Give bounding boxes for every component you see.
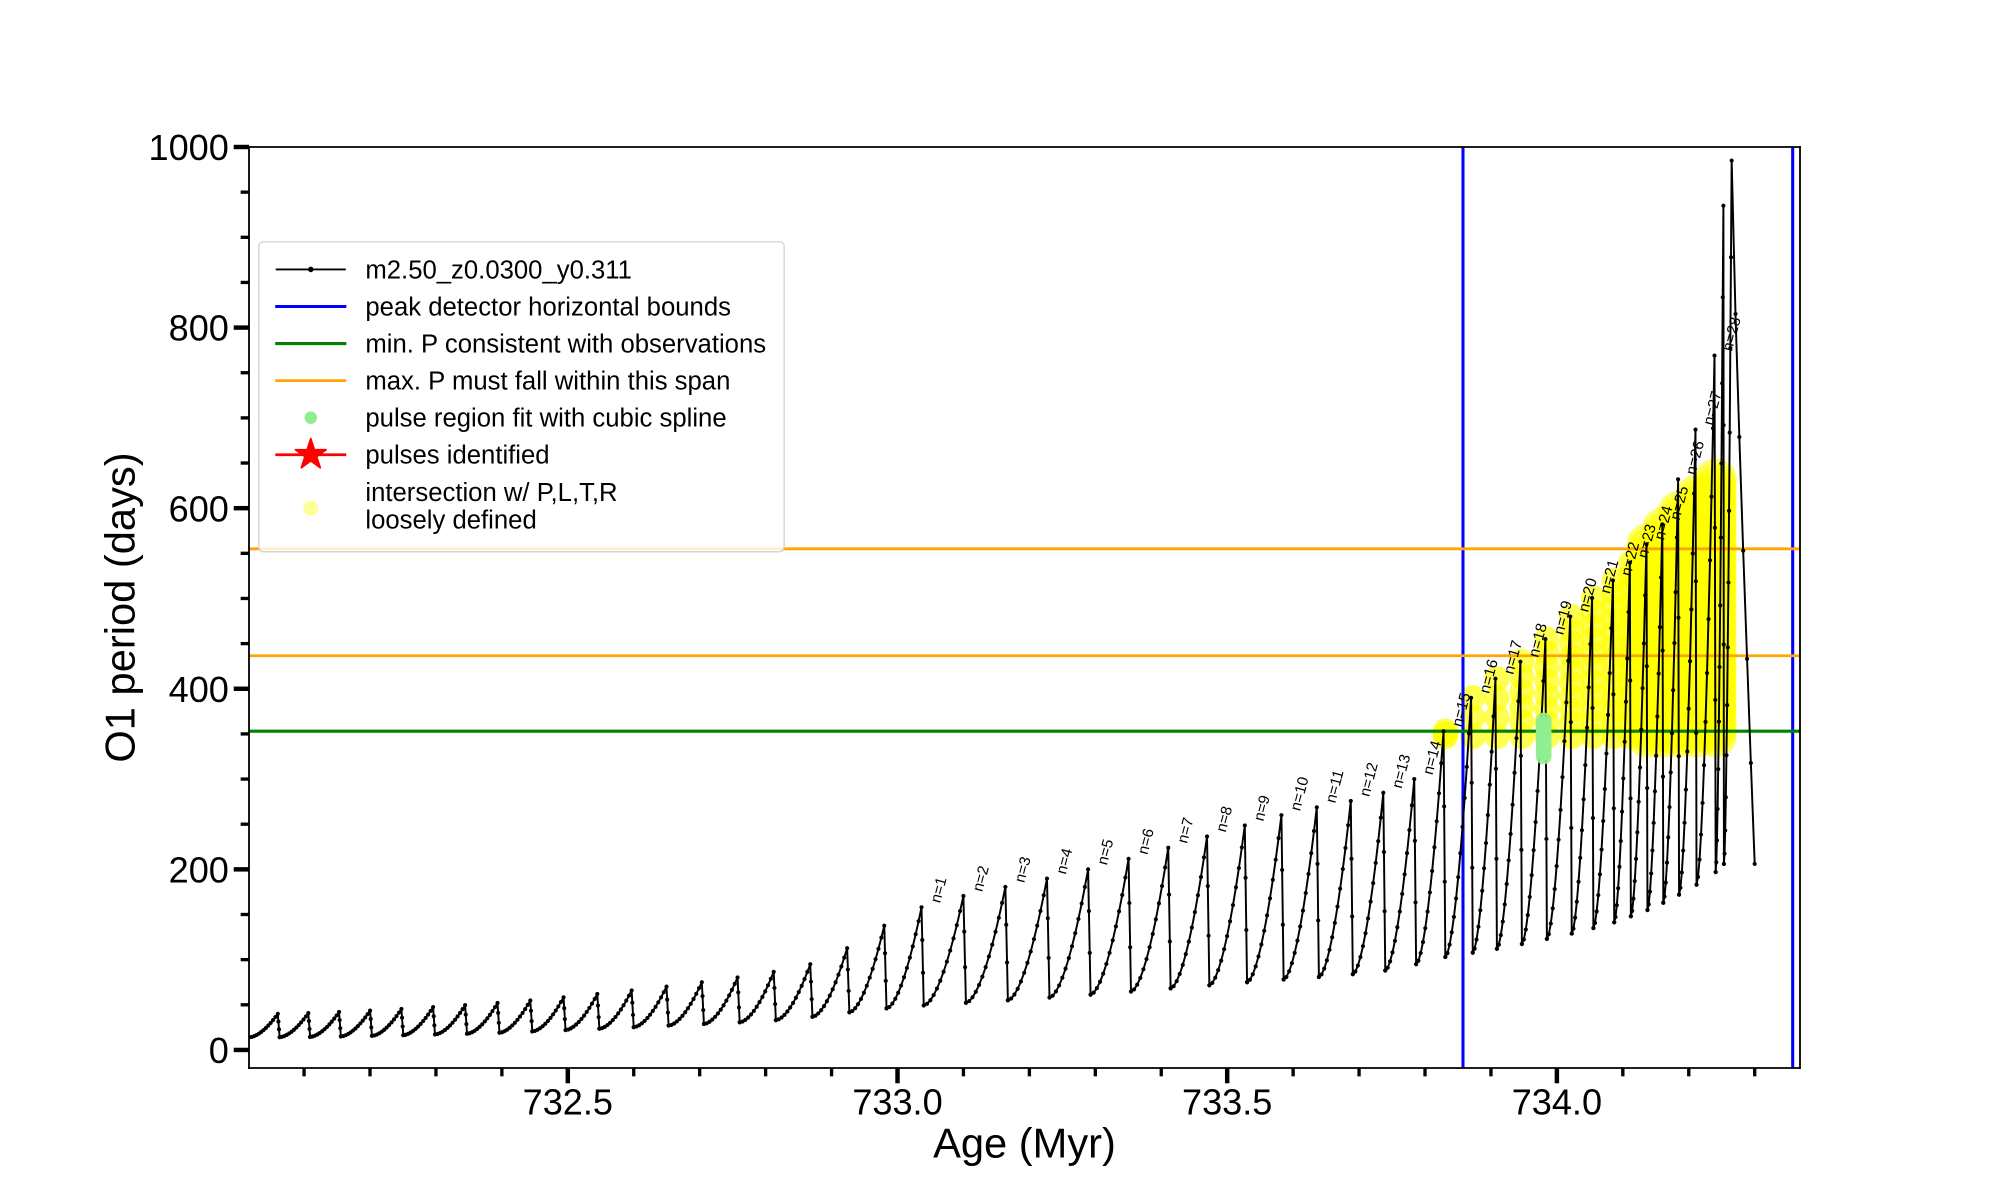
svg-text:max. P must fall within this s: max. P must fall within this span [365, 368, 730, 396]
svg-text:O1 period (days): O1 period (days) [96, 452, 143, 762]
svg-text:733.5: 733.5 [1182, 1081, 1272, 1122]
svg-text:pulses identified: pulses identified [365, 442, 549, 470]
svg-text:200: 200 [169, 849, 229, 890]
svg-text:732.5: 732.5 [523, 1081, 613, 1122]
svg-text:1000: 1000 [149, 127, 229, 168]
svg-text:intersection w/ P,L,T,R: intersection w/ P,L,T,R [365, 479, 617, 507]
svg-text:peak detector horizontal bound: peak detector horizontal bounds [365, 293, 731, 321]
svg-text:pulse region fit with cubic sp: pulse region fit with cubic spline [365, 405, 726, 433]
svg-text:800: 800 [169, 308, 229, 349]
svg-text:734.0: 734.0 [1512, 1081, 1602, 1122]
svg-text:loosely defined: loosely defined [365, 506, 536, 534]
svg-text:600: 600 [169, 488, 229, 529]
svg-text:733.0: 733.0 [852, 1081, 942, 1122]
svg-text:0: 0 [209, 1030, 229, 1071]
svg-text:Age (Myr): Age (Myr) [933, 1120, 1116, 1167]
svg-text:m2.50_z0.0300_y0.311: m2.50_z0.0300_y0.311 [365, 256, 632, 284]
svg-text:400: 400 [169, 669, 229, 710]
svg-text:min. P consistent with observa: min. P consistent with observations [365, 331, 766, 359]
